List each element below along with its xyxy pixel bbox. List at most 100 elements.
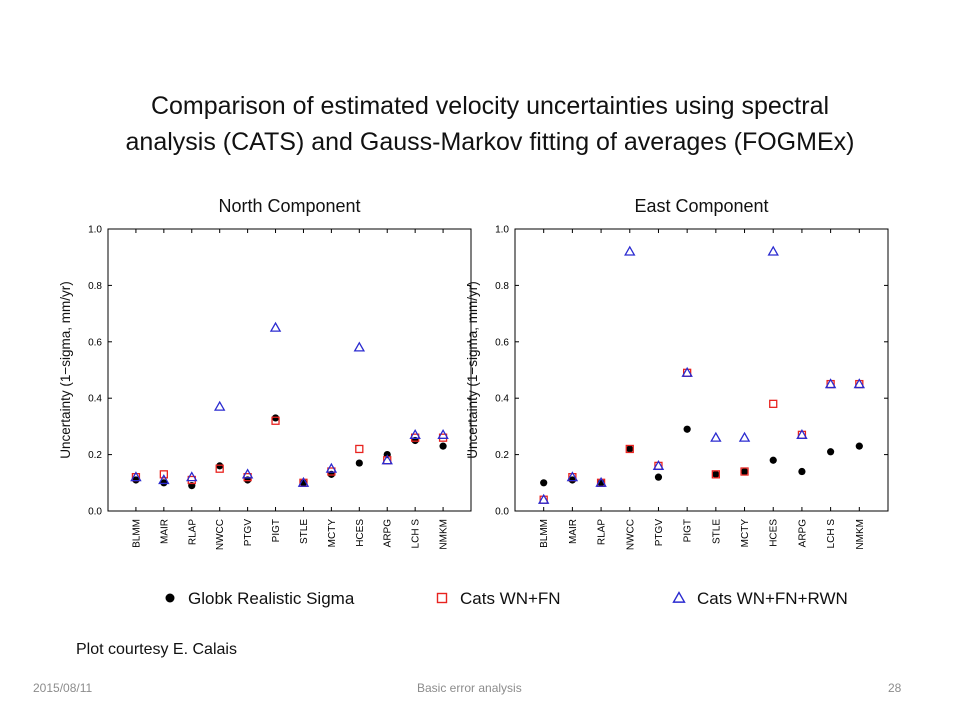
- legend-label-globk: Globk Realistic Sigma: [188, 589, 355, 608]
- east-point-cats_wn_fn_rwn: [738, 431, 751, 442]
- plot-credit: Plot courtesy E. Calais: [76, 641, 237, 658]
- east-y-axis-label: Uncertainty (1−sigma, mm/yr): [465, 281, 480, 458]
- east-x-tick-label: HCES: [769, 519, 780, 547]
- north-point-globk: [439, 442, 447, 450]
- legend-label-cats_wn_fn_rwn: Cats WN+FN+RWN: [697, 589, 848, 608]
- legend-marker-globk: [165, 593, 175, 603]
- east-point-globk: [712, 470, 720, 478]
- east-point-globk: [540, 479, 548, 487]
- east-point-cats_wn_fn_rwn: [566, 471, 579, 482]
- legend: Globk Realistic Sigma Cats WN+FN Cats WN+F…: [165, 589, 848, 608]
- east-component-chart: East Component 0.0 0.2 0.4 0.6 0.8 1.0 Uncertai…: [465, 196, 889, 550]
- east-point-cats_wn_fn_rwn: [853, 378, 866, 389]
- east-point-globk: [654, 473, 663, 481]
- north-x-tick-label: NMKM: [439, 519, 450, 550]
- east-y-tick-label: 0.6: [495, 337, 509, 348]
- north-point-cats_wn_fn: [271, 416, 280, 425]
- legend-label-cats_wn_fn: Cats WN+FN: [460, 589, 561, 608]
- east-point-cats_wn_fn: [625, 444, 634, 454]
- north-point-cats_wn_fn: [355, 444, 364, 454]
- east-point-globk: [626, 445, 634, 453]
- east-point-globk: [740, 467, 749, 476]
- north-y-tick-label: 0.0: [88, 507, 102, 518]
- east-point-cats_wn_fn_rwn: [767, 245, 779, 256]
- north-x-tick-label: LCH S: [411, 519, 422, 549]
- east-x-tick-label: PTGV: [654, 519, 665, 547]
- east-point-globk: [683, 425, 691, 433]
- north-point-globk: [271, 414, 280, 422]
- north-x-tick-label: PTGV: [243, 519, 254, 547]
- east-point-cats_wn_fn_rwn: [710, 431, 722, 442]
- east-x-tick-label: LCH S: [826, 519, 837, 549]
- east-plot-frame: [514, 228, 889, 512]
- north-y-tick-label: 0.2: [88, 450, 102, 461]
- north-x-tick-label: PIGT: [271, 519, 282, 542]
- east-x-tick-label: BLMM: [539, 519, 550, 548]
- north-point-globk: [216, 462, 224, 470]
- north-point-globk: [355, 459, 363, 467]
- east-x-tick-label: ARPG: [797, 519, 808, 548]
- east-x-tick-label: STLE: [711, 519, 722, 544]
- north-point-cats_wn_fn_rwn: [437, 428, 449, 439]
- east-point-cats_wn_fn_rwn: [595, 476, 607, 487]
- north-y-tick-label: 0.8: [88, 281, 102, 292]
- footer-date: 2015/08/11: [33, 681, 93, 695]
- east-point-cats_wn_fn_rwn: [537, 493, 550, 504]
- north-x-tick-label: ARPG: [383, 519, 394, 548]
- north-point-cats_wn_fn: [215, 464, 224, 473]
- east-x-tick-label: NMKM: [855, 519, 866, 550]
- slide-title: Comparison of estimated velocity uncerta…: [60, 88, 920, 160]
- east-x-tick-label: RLAP: [597, 519, 608, 545]
- north-x-tick-label: BLMM: [131, 519, 142, 548]
- north-x-tick-label: MCTY: [327, 519, 338, 548]
- footer-title: Basic error analysis: [417, 681, 522, 695]
- north-y-axis-label: Uncertainty (1−sigma, mm/yr): [58, 281, 73, 458]
- north-chart-title: North Component: [218, 196, 360, 216]
- east-point-globk: [827, 448, 835, 456]
- north-point-cats_wn_fn_rwn: [269, 321, 282, 332]
- east-x-tick-label: NWCC: [625, 519, 636, 550]
- east-point-cats_wn_fn_rwn: [796, 428, 808, 439]
- north-y-tick-label: 0.4: [88, 394, 102, 405]
- east-x-tick-label: MCTY: [740, 519, 751, 548]
- north-x-tick-label: HCES: [355, 519, 366, 547]
- east-point-globk: [798, 467, 806, 476]
- north-x-tick-label: STLE: [299, 519, 310, 544]
- east-y-tick-label: 0.2: [495, 450, 509, 461]
- north-point-cats_wn_fn_rwn: [186, 471, 198, 482]
- slide-title-line-1: Comparison of estimated velocity uncerta…: [150, 92, 830, 120]
- east-point-cats_wn_fn_rwn: [624, 245, 636, 256]
- north-point-cats_wn_fn_rwn: [381, 454, 393, 465]
- east-point-cats_wn_fn_rwn: [681, 366, 693, 377]
- legend-marker-cats-wn-fn-rwn: [672, 591, 686, 603]
- east-y-tick-label: 1.0: [495, 225, 509, 236]
- east-y-tick-label: 0.0: [495, 507, 509, 518]
- east-point-globk: [855, 442, 863, 450]
- east-point-globk: [769, 456, 777, 464]
- east-point-cats_wn_fn: [769, 399, 778, 408]
- north-x-tick-label: NWCC: [215, 519, 226, 550]
- north-point-cats_wn_fn_rwn: [409, 428, 421, 439]
- north-point-cats_wn_fn_rwn: [325, 462, 338, 473]
- legend-marker-cats-wn-fn: [436, 592, 448, 604]
- north-y-tick-label: 0.6: [88, 337, 102, 348]
- east-x-tick-label: MAIR: [568, 519, 579, 544]
- slide-title-line-2: analysis (CATS) and Gauss-Markov fitting…: [125, 128, 855, 156]
- east-point-cats_wn_fn: [711, 470, 720, 479]
- north-point-cats_wn_fn_rwn: [353, 341, 366, 352]
- north-point-cats_wn_fn_rwn: [158, 474, 170, 485]
- north-plot-frame: [107, 228, 472, 512]
- north-point-cats_wn_fn: [159, 470, 168, 479]
- north-x-tick-label: RLAP: [187, 519, 198, 545]
- page-number: 28: [888, 681, 902, 695]
- north-component-chart: North Component 0.0 0.2 0.4 0.6 0.8 1.0 Uncerta…: [58, 196, 472, 550]
- north-point-cats_wn_fn_rwn: [297, 476, 310, 487]
- north-y-tick-label: 1.0: [88, 225, 102, 236]
- east-y-tick-label: 0.8: [495, 281, 509, 292]
- east-y-tick-label: 0.4: [495, 394, 509, 405]
- east-point-cats_wn_fn: [740, 467, 749, 476]
- north-point-cats_wn_fn_rwn: [241, 468, 254, 479]
- north-point-cats_wn_fn_rwn: [213, 400, 226, 411]
- north-x-tick-label: MAIR: [159, 519, 170, 544]
